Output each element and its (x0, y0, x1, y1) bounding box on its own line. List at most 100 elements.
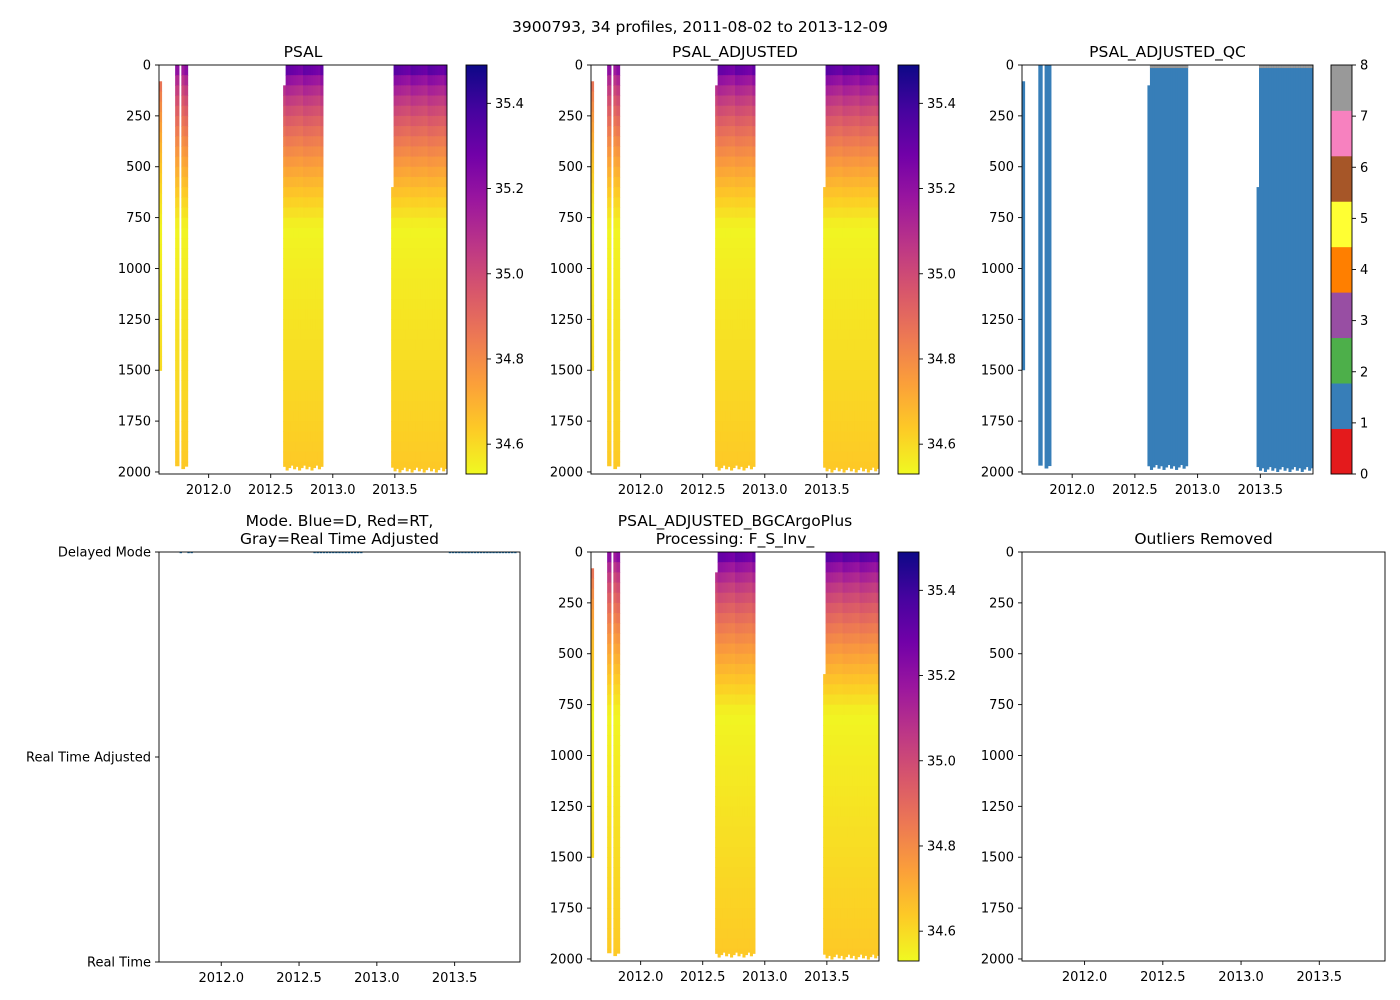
heatmap-cell (871, 309, 875, 320)
heatmap-cell (395, 390, 400, 402)
heatmap-cell (866, 115, 870, 127)
qc-surface-cell (1290, 65, 1294, 69)
heatmap-cell (442, 75, 446, 86)
heatmap-cell (869, 349, 873, 361)
heatmap-cell (871, 146, 875, 158)
heatmap-cell (722, 380, 726, 392)
heatmap-cell (295, 136, 299, 147)
heatmap-cell (859, 288, 863, 300)
heatmap-cell (434, 217, 438, 229)
heatmap-cell (408, 75, 412, 86)
heatmap-cell (835, 602, 839, 614)
heatmap-cell (434, 156, 438, 168)
heatmap-cell (727, 765, 731, 777)
heatmap-cell (844, 938, 849, 950)
heatmap-cell (727, 360, 731, 371)
heatmap-cell (847, 441, 851, 453)
x-tick-label: 2012.0 (1049, 483, 1095, 498)
heatmap-cell (852, 166, 856, 178)
heatmap-cell (844, 613, 849, 624)
heatmap-cell (715, 724, 719, 736)
heatmap-cell (290, 390, 294, 402)
heatmap-cell (725, 735, 729, 746)
heatmap-cell (737, 390, 741, 402)
heatmap-cell (607, 602, 612, 614)
heatmap-cell (749, 623, 753, 634)
heatmap-cell (408, 299, 412, 310)
heatmap-cell (398, 146, 402, 158)
colorbar-tick-label: 35.4 (927, 97, 956, 112)
mode-point (458, 552, 461, 554)
heatmap-cell (737, 156, 741, 168)
heatmap-cell (735, 309, 739, 320)
heatmap-cell (298, 370, 302, 381)
heatmap-cell (722, 349, 726, 361)
heatmap-cell (874, 421, 878, 432)
heatmap-cell (412, 85, 417, 97)
heatmap-cell (184, 319, 189, 331)
heatmap-cell (417, 360, 421, 371)
heatmap-cell (415, 390, 419, 402)
heatmap-cell (434, 370, 438, 381)
heatmap-cell (613, 735, 618, 746)
heatmap-cell (725, 755, 729, 767)
heatmap-cell (847, 421, 851, 432)
heatmap-cell (744, 694, 749, 706)
heatmap-cell (312, 75, 317, 86)
heatmap-cell (823, 948, 827, 955)
heatmap-cell (303, 309, 307, 320)
heatmap-cell (849, 431, 853, 443)
heatmap-cell (288, 75, 292, 86)
heatmap-cell (184, 126, 189, 137)
heatmap-cell (417, 166, 421, 178)
heatmap-cell (616, 562, 621, 573)
heatmap-cell (837, 217, 841, 229)
heatmap-cell (832, 288, 836, 300)
heatmap-cell (832, 65, 836, 76)
heatmap-cell (861, 105, 866, 117)
heatmap-cell (310, 126, 314, 137)
qc-surface-cell (1295, 65, 1299, 69)
heatmap-cell (175, 431, 180, 443)
heatmap-cell (725, 400, 729, 412)
heatmap-cell (840, 806, 844, 818)
heatmap-cell (871, 431, 875, 443)
heatmap-cell (312, 136, 317, 147)
heatmap-cell (444, 146, 447, 158)
heatmap-cell (727, 684, 731, 696)
heatmap-cell (420, 146, 424, 158)
qc-surface-cell (1298, 65, 1302, 69)
heatmap-cell (844, 704, 849, 716)
heatmap-cell (727, 146, 731, 158)
heatmap-cell (307, 461, 312, 467)
heatmap-cell (737, 258, 741, 270)
heatmap-cell (315, 85, 319, 97)
heatmap-cell (293, 400, 297, 412)
heatmap-cell (393, 410, 397, 422)
heatmap-cell (827, 95, 832, 107)
heatmap-cell (830, 431, 834, 443)
heatmap-cell (852, 146, 856, 158)
heatmap-cell (823, 339, 827, 351)
qc-column (1283, 65, 1287, 471)
heatmap-cell (715, 95, 719, 107)
heatmap-cell (825, 248, 829, 259)
heatmap-cell (310, 461, 314, 471)
heatmap-cell (429, 461, 434, 472)
heatmap-cell (747, 146, 751, 158)
heatmap-cell (307, 390, 312, 402)
heatmap-cell (181, 227, 186, 239)
heatmap-cell (842, 806, 846, 818)
heatmap-cell (320, 227, 324, 239)
heatmap-cell (715, 877, 719, 889)
heatmap-cell (305, 410, 309, 422)
heatmap-cell (742, 918, 746, 930)
heatmap-cell (849, 592, 853, 604)
heatmap-cell (181, 360, 186, 371)
heatmap-cell (871, 197, 875, 209)
heatmap-cell (744, 735, 749, 746)
heatmap-cell (730, 847, 734, 858)
heatmap-cell (825, 85, 829, 97)
heatmap-cell (417, 451, 421, 463)
heatmap-cell (415, 360, 419, 371)
